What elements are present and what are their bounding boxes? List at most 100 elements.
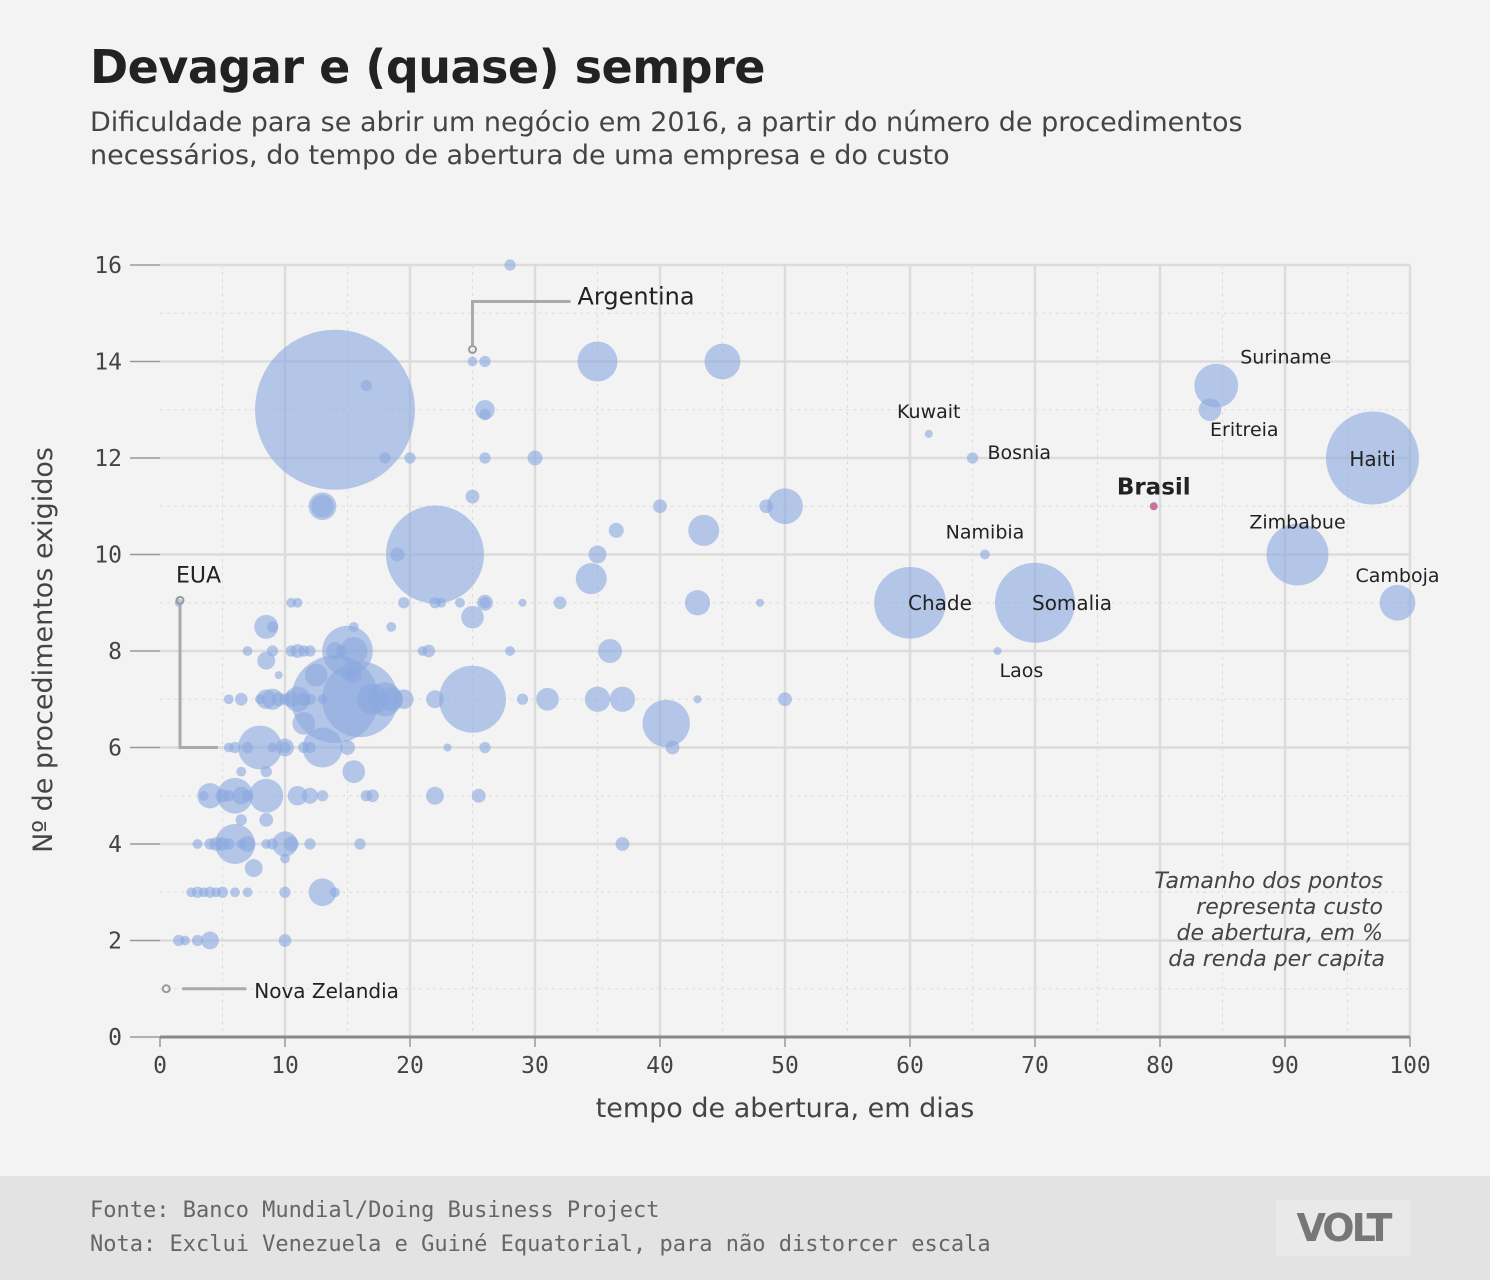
data-point <box>608 522 624 538</box>
data-point <box>479 408 491 421</box>
size-note-line: de abertura, em % <box>1177 921 1383 946</box>
data-point <box>518 598 527 607</box>
data-point <box>191 934 204 947</box>
y-tick-label: 0 <box>108 1025 122 1051</box>
axes: 0 10 20 30 40 50 60 70 80 90 100 0 2 4 6 8 10 12 14 16 <box>94 253 1430 1079</box>
x-tick-label: 90 <box>1271 1053 1299 1079</box>
data-point <box>467 356 478 367</box>
chart-subtitle: Dificuldade para se abrir um negócio em … <box>90 107 1243 171</box>
data-point <box>688 514 720 546</box>
data-point <box>516 693 529 705</box>
data-point <box>615 837 630 851</box>
data-point <box>468 344 477 354</box>
data-point <box>980 549 990 560</box>
country-labels: Argentina EUA Nova Zelandia Kuwait Bosnia Sur… <box>176 282 1440 1002</box>
data-point <box>527 450 543 466</box>
leader-lines <box>178 299 571 991</box>
country-label: Laos <box>1000 660 1044 682</box>
data-point <box>292 712 316 735</box>
volt-logo: VOLT <box>1276 1200 1410 1256</box>
data-point <box>238 725 282 770</box>
data-point <box>242 887 253 898</box>
data-point <box>292 597 303 608</box>
data-point <box>504 259 516 271</box>
data-point <box>244 859 263 878</box>
data-point <box>553 596 567 610</box>
data-point <box>215 824 255 864</box>
data-point <box>924 429 933 438</box>
data-point <box>302 727 343 768</box>
data-point <box>479 452 491 464</box>
y-tick-label: 8 <box>108 639 122 665</box>
country-label: Brasil <box>1117 474 1191 500</box>
data-point <box>257 651 276 670</box>
data-point <box>778 692 792 707</box>
data-point <box>302 787 318 804</box>
data-point <box>304 838 316 850</box>
data-point <box>439 665 506 733</box>
data-point <box>283 836 299 852</box>
data-point <box>354 838 366 850</box>
data-point <box>197 783 223 809</box>
data-point <box>767 488 803 525</box>
data-point <box>598 639 622 663</box>
y-tick-label: 6 <box>108 736 122 762</box>
data-point <box>588 545 607 564</box>
data-point <box>609 686 636 712</box>
data-point <box>311 494 334 518</box>
data-point <box>161 984 171 994</box>
data-point <box>235 814 247 826</box>
data-point <box>653 499 667 514</box>
country-label: Suriname <box>1240 347 1331 369</box>
chart-title: Devagar e (quase) sempre <box>90 40 765 94</box>
data-point <box>236 766 247 777</box>
country-label: Bosnia <box>988 442 1052 464</box>
x-tick-label: 50 <box>771 1053 799 1079</box>
x-tick-label: 10 <box>271 1053 299 1079</box>
data-point <box>175 595 185 605</box>
leader-line <box>178 604 218 749</box>
x-tick-label: 60 <box>896 1053 924 1079</box>
data-point <box>230 887 240 898</box>
data-point <box>436 597 447 608</box>
y-tick-label: 2 <box>108 929 122 955</box>
data-point <box>1326 411 1419 505</box>
data-point <box>404 452 416 464</box>
footer: Fonte: Banco Mundial/Doing Business Proj… <box>0 1176 1490 1280</box>
y-tick-label: 14 <box>94 350 122 376</box>
data-point <box>465 489 480 504</box>
size-note-line: da renda per capita <box>1168 947 1385 972</box>
data-point <box>254 614 279 639</box>
data-point <box>386 505 484 604</box>
data-point <box>479 741 491 754</box>
data-point <box>340 740 355 755</box>
data-point <box>398 597 410 609</box>
x-tick-label: 0 <box>153 1053 167 1079</box>
data-point <box>255 329 415 490</box>
country-label: Haiti <box>1349 447 1395 471</box>
data-point <box>366 789 379 803</box>
data-point <box>379 452 391 464</box>
country-label: Argentina <box>578 282 695 310</box>
data-point <box>577 341 618 382</box>
data-point <box>684 590 711 616</box>
data-point <box>308 878 337 907</box>
data-point <box>479 355 491 368</box>
data-point <box>1198 398 1222 422</box>
country-label: EUA <box>176 563 221 588</box>
data-point <box>280 853 290 864</box>
data-point <box>479 597 491 609</box>
data-point <box>249 778 284 813</box>
x-axis-label: tempo de abertura, em dias <box>596 1093 975 1124</box>
data-point <box>180 935 190 946</box>
size-note: Tamanho dos pontos representa custo de a… <box>1154 869 1390 972</box>
data-point <box>584 686 611 712</box>
data-point <box>505 646 515 656</box>
data-point <box>995 562 1075 643</box>
country-label: Namibia <box>946 522 1025 544</box>
data-point <box>330 887 340 898</box>
leader-line <box>471 299 571 346</box>
exclusion-note: Nota: Exclui Venezuela e Guiné Equatoria… <box>90 1232 991 1257</box>
data-point <box>229 741 241 754</box>
data-point <box>266 621 279 633</box>
